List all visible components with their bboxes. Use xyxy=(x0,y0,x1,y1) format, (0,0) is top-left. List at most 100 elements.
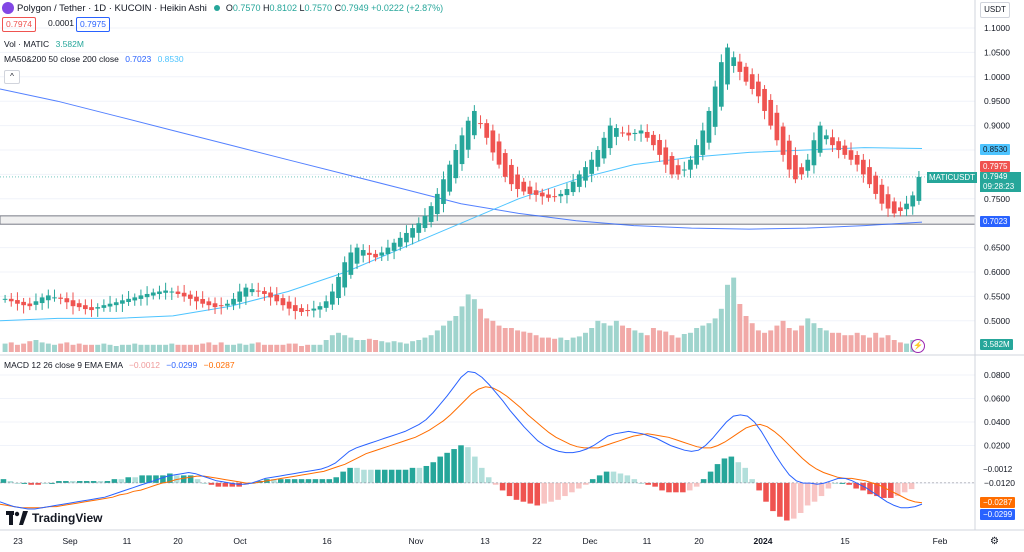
volume-bar xyxy=(410,341,416,352)
macd-histogram-bar xyxy=(160,475,166,483)
volume-bar xyxy=(21,343,27,352)
macd-histogram-bar xyxy=(83,481,90,483)
volume-bar xyxy=(533,335,539,352)
volume-bar xyxy=(749,323,755,352)
macd-histogram-bar xyxy=(125,477,132,483)
candle-body xyxy=(404,232,409,243)
time-tick-label: 23 xyxy=(13,536,23,546)
macd-histogram-bar xyxy=(742,467,748,483)
ma-legend[interactable]: MA50&200 50 close 200 close 0.7023 0.853… xyxy=(4,54,184,64)
candle-body xyxy=(472,110,477,136)
candle-body xyxy=(774,112,780,141)
macd-histogram-bar xyxy=(908,482,915,490)
macd-histogram-bar xyxy=(686,482,693,491)
price-tick-label: 0.6500 xyxy=(984,243,1010,253)
candle-body xyxy=(681,169,687,171)
currency-selector[interactable]: USDT xyxy=(980,2,1010,18)
volume-bar xyxy=(206,342,212,352)
macd-histogram-bar xyxy=(56,481,62,483)
macd-histogram-bar xyxy=(756,482,762,491)
time-tick-label: Feb xyxy=(933,536,948,546)
macd-histogram-bar xyxy=(492,482,499,485)
candle-body xyxy=(632,132,638,135)
candle-body xyxy=(725,47,730,85)
candle-body xyxy=(397,237,403,247)
macd-histogram-bar xyxy=(652,482,658,487)
candle-body xyxy=(700,130,706,155)
price-tick-label: 0.5000 xyxy=(984,316,1010,326)
candle-body xyxy=(521,181,527,192)
candle-body xyxy=(342,262,348,288)
volume-bar xyxy=(280,344,286,352)
symbol-title[interactable]: Polygon / Tether · 1D · KUCOIN · Heikin … xyxy=(17,2,207,14)
candle-body xyxy=(354,247,360,264)
volume-bar xyxy=(200,343,206,352)
macd-histogram-bar xyxy=(527,482,534,504)
macd-histogram-bar xyxy=(735,462,742,483)
macd-histogram-bar xyxy=(284,479,291,483)
candle-body xyxy=(83,305,88,310)
macd-histogram-bar xyxy=(638,482,645,484)
volume-tag: 3.582M xyxy=(980,339,1013,350)
candle-body xyxy=(305,310,310,312)
settings-gear-icon[interactable]: ⚙ xyxy=(990,536,999,547)
candle-body xyxy=(336,276,341,299)
macd-histogram-bar xyxy=(818,482,825,497)
macd-histogram-bar xyxy=(423,465,430,483)
volume-bar xyxy=(459,306,465,352)
candle-body xyxy=(546,194,551,198)
macd-hist-tag: −0.0012 xyxy=(980,464,1016,475)
candle-body xyxy=(570,181,576,193)
price-tick-label: 0.7500 xyxy=(984,194,1010,204)
volume-bar xyxy=(601,323,607,352)
candle-body xyxy=(768,99,774,126)
macd-histogram-bar xyxy=(659,482,665,491)
macd-legend[interactable]: MACD 12 26 close 9 EMA EMA −0.0012 −0.02… xyxy=(4,360,235,370)
volume-bar xyxy=(854,332,860,352)
candle-body xyxy=(27,303,33,307)
volume-bar xyxy=(552,338,558,352)
buy-price-button[interactable]: 0.7975 xyxy=(76,17,110,32)
sell-price-button[interactable]: 0.7974 xyxy=(2,17,36,32)
macd-histogram-bar xyxy=(714,464,721,483)
macd-histogram-bar xyxy=(603,471,610,483)
volume-bar xyxy=(268,344,274,352)
macd-tick-label: 0.0400 xyxy=(984,417,1010,427)
candle-body xyxy=(712,86,718,127)
collapse-legend-button[interactable]: ^ xyxy=(4,70,20,84)
volume-legend[interactable]: Vol · MATIC 3.582M xyxy=(4,39,84,49)
macd-histogram-bar xyxy=(534,482,541,506)
candle-body xyxy=(614,128,619,137)
macd-histogram-bar xyxy=(63,481,69,483)
macd-histogram-bar xyxy=(361,469,367,483)
candle-body xyxy=(718,62,724,107)
candle-body xyxy=(187,294,193,299)
time-tick-label: 2024 xyxy=(754,536,773,546)
candle-body xyxy=(805,159,811,171)
volume-bar xyxy=(243,344,249,352)
volume-bar xyxy=(194,344,199,352)
candle-body xyxy=(576,174,582,187)
volume-bar xyxy=(792,330,798,352)
candle-body xyxy=(89,307,94,311)
candle-body xyxy=(601,137,607,159)
volume-bar xyxy=(687,332,693,352)
candle-body xyxy=(916,176,922,201)
lightning-icon[interactable]: ⚡ xyxy=(911,339,925,353)
volume-bar xyxy=(823,330,829,352)
volume-bar xyxy=(113,346,119,352)
macd-histogram-bar xyxy=(430,462,437,483)
candle-body xyxy=(848,150,854,160)
volume-bar xyxy=(762,332,768,352)
macd-histogram-bar xyxy=(548,482,554,502)
candle-body xyxy=(823,135,829,140)
candle-body xyxy=(225,303,230,306)
volume-bar xyxy=(632,330,638,352)
volume-bar xyxy=(298,346,304,352)
volume-bar xyxy=(638,332,644,352)
macd-histogram-bar xyxy=(680,482,686,493)
volume-bar xyxy=(830,332,835,352)
volume-bar xyxy=(336,332,341,352)
macd-histogram-bar xyxy=(583,482,589,485)
